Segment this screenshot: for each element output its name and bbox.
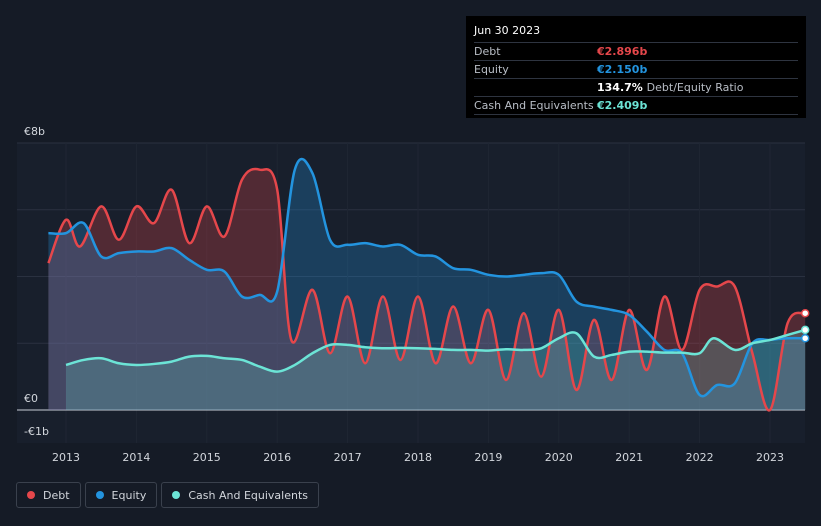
- debt-line: [47, 167, 806, 412]
- tooltip-cash-label: Cash And Equivalents: [474, 99, 594, 112]
- tooltip-debt-row: Debt €2.896b: [474, 43, 798, 61]
- tooltip-equity-label: Equity: [474, 63, 509, 76]
- series-areas: [48, 158, 806, 411]
- cash-end-marker: [800, 325, 810, 335]
- x-tick-label: 2020: [545, 451, 573, 464]
- legend-debt[interactable]: Debt: [16, 482, 81, 508]
- series-lines: [47, 157, 806, 412]
- x-axis-ticks: 2013 2014 2015 2016 2017 2018 2019 2020 2021 2022…: [52, 451, 784, 464]
- tooltip-cash-value: €2.409b: [597, 99, 648, 112]
- equity-end-marker: [800, 333, 810, 343]
- tooltip-debt-label: Debt: [474, 45, 501, 58]
- tooltip-ratio-value: 134.7%: [597, 81, 643, 94]
- plot-background: [17, 143, 805, 443]
- debt-end-marker: [800, 308, 810, 318]
- tooltip-cash-row: Cash And Equivalents €2.409b: [474, 97, 798, 115]
- y-axis-labels: €8b €0 -€1b: [24, 125, 49, 438]
- tooltip-date: Jun 30 2023: [474, 22, 798, 43]
- legend-debt-label: Debt: [43, 488, 70, 502]
- legend-equity[interactable]: Equity: [84, 482, 158, 508]
- chart-legend: Debt Equity Cash And Equivalents: [16, 482, 319, 510]
- x-tick-label: 2018: [404, 451, 432, 464]
- gridlines: [17, 142, 805, 443]
- x-tick-label: 2016: [263, 451, 291, 464]
- debt-dot-icon: [27, 491, 35, 499]
- y-axis-label: €0: [24, 392, 38, 405]
- y-axis-label: €8b: [24, 125, 45, 138]
- tooltip-equity-row: Equity €2.150b: [474, 61, 798, 79]
- legend-cash-label: Cash And Equivalents: [188, 488, 308, 502]
- y-axis-label: -€1b: [24, 425, 49, 438]
- tooltip-ratio: 134.7% Debt/Equity Ratio: [597, 79, 743, 96]
- tooltip-debt-value: €2.896b: [597, 45, 648, 58]
- x-tick-label: 2019: [474, 451, 502, 464]
- x-tick-label: 2014: [122, 451, 150, 464]
- tooltip-equity-value: €2.150b: [597, 63, 648, 76]
- chart-tooltip: Jun 30 2023 Debt €2.896b Equity €2.150b …: [466, 16, 806, 118]
- x-tick-label: 2021: [615, 451, 643, 464]
- x-tick-label: 2022: [686, 451, 714, 464]
- tooltip-ratio-row: 134.7% Debt/Equity Ratio: [474, 79, 798, 97]
- x-tick-label: 2013: [52, 451, 80, 464]
- end-markers: [800, 308, 810, 343]
- equity-dot-icon: [95, 491, 104, 499]
- legend-equity-label: Equity: [111, 488, 147, 502]
- cash-area: [66, 329, 806, 410]
- cash-line: [65, 328, 806, 373]
- equity-line: [48, 157, 806, 398]
- x-tick-label: 2015: [193, 451, 221, 464]
- cash-dot-icon: [172, 491, 181, 499]
- debt-area: [48, 168, 806, 411]
- legend-cash[interactable]: Cash And Equivalents: [161, 482, 319, 508]
- x-tick-label: 2023: [756, 451, 784, 464]
- equity-area: [48, 158, 806, 410]
- x-tick-label: 2017: [334, 451, 362, 464]
- tooltip-ratio-label: Debt/Equity Ratio: [646, 81, 744, 94]
